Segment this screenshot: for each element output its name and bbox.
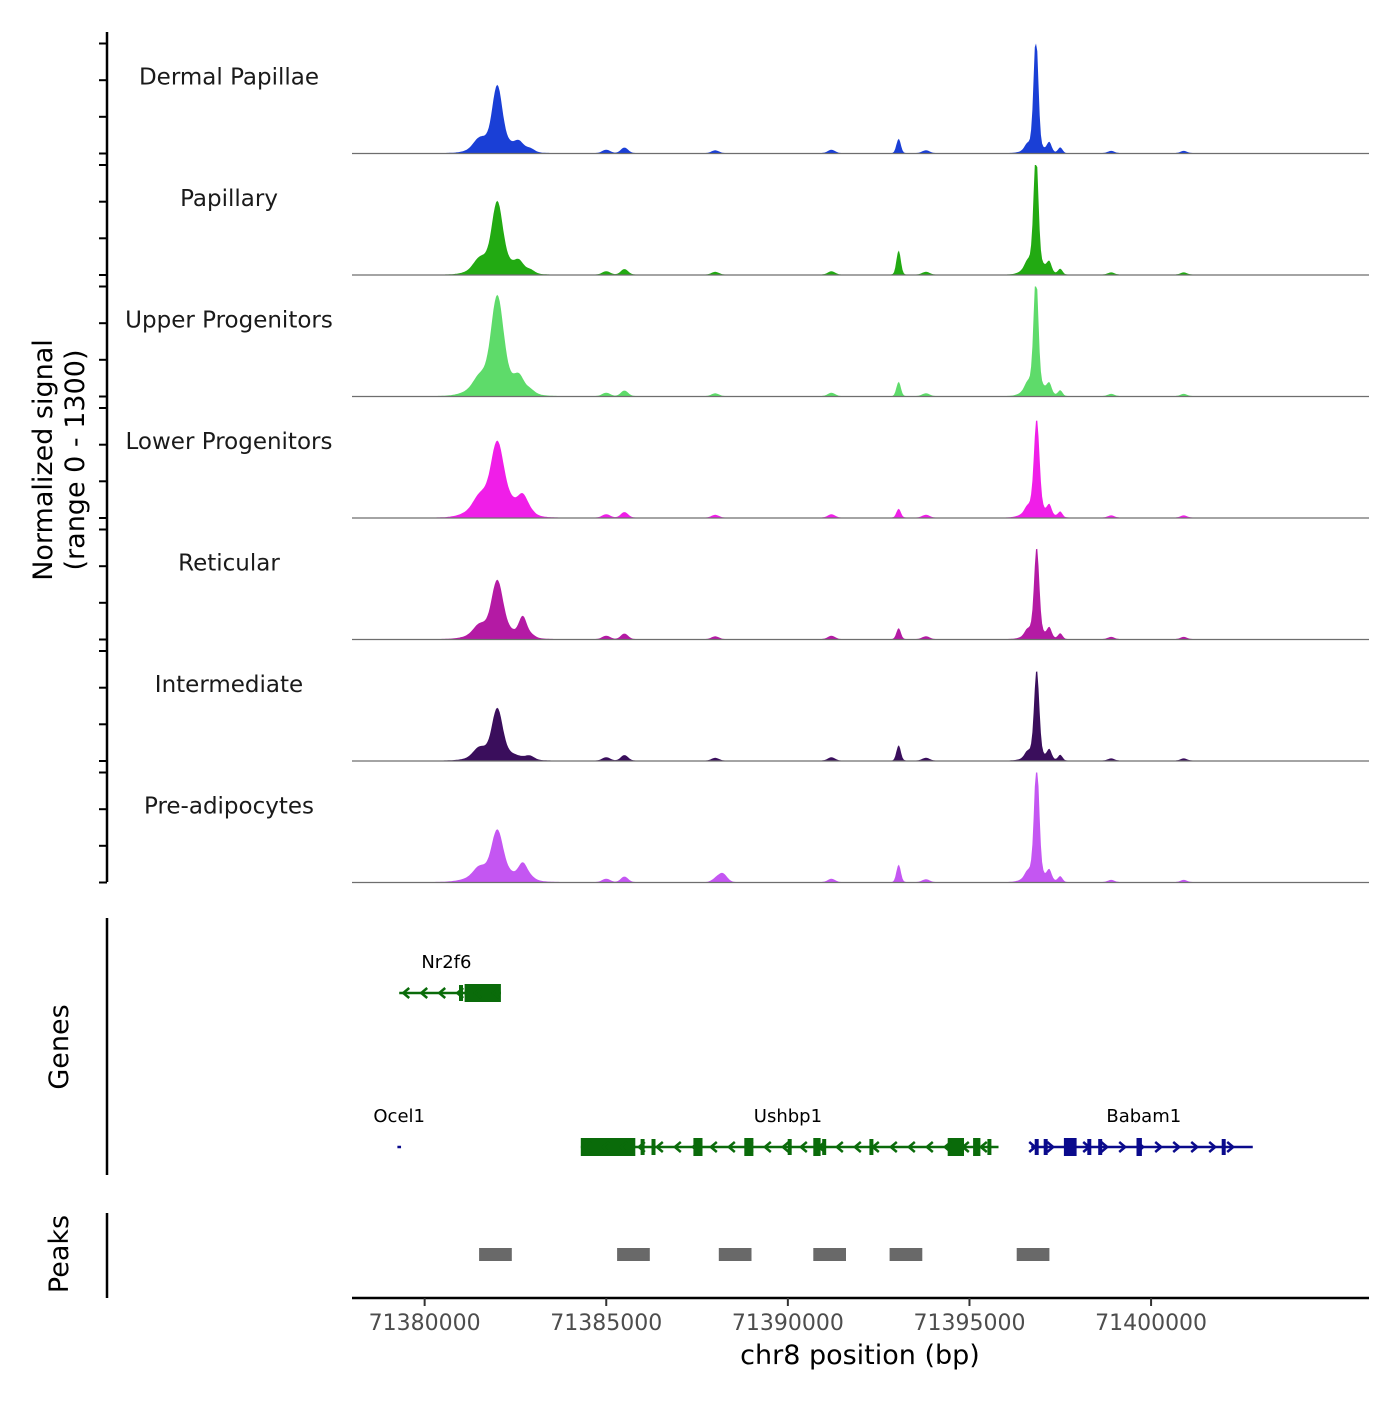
x-axis-label: chr8 position (bp) (740, 1340, 980, 1371)
strand-arrow-Babam1 (1028, 1141, 1038, 1153)
strand-arrow-Ushbp1 (726, 1141, 736, 1153)
strand-arrow-Ushbp1 (888, 1141, 898, 1153)
peak-region-5 (889, 1248, 923, 1261)
strand-arrow-Babam1 (1154, 1141, 1164, 1153)
peak-region-1 (479, 1248, 512, 1261)
signal-area-1 (395, 43, 1253, 154)
peak-region-6 (1016, 1248, 1050, 1261)
strand-arrow-Babam1 (1046, 1141, 1056, 1153)
gene-mark-Nr2f6-0 (459, 985, 463, 1001)
x-tick-label-3: 71390000 (732, 1311, 844, 1336)
strand-arrow-Ushbp1 (582, 1141, 592, 1153)
signal-y-axis (99, 32, 109, 884)
strand-arrow-Babam1 (1136, 1141, 1146, 1153)
strand-arrow-Ushbp1 (906, 1141, 916, 1153)
gene-mark-Ushbp1-5 (987, 1139, 992, 1155)
strand-arrow-Babam1 (1118, 1141, 1128, 1153)
strand-arrow-Nr2f6 (455, 987, 465, 999)
strand-arrow-Babam1 (1100, 1141, 1110, 1153)
peaks-track-label: Peaks (44, 1215, 75, 1293)
signal-area-3 (395, 286, 1253, 397)
signal-area-2 (395, 165, 1253, 275)
strand-arrow-Ushbp1 (960, 1141, 970, 1153)
gene-name-Ocel1: Ocel1 (373, 1106, 425, 1127)
gene-name-Babam1: Babam1 (1106, 1106, 1181, 1127)
y-axis-label-line1: Normalized signal (28, 339, 59, 581)
gene-mark-Babam1-3 (1098, 1139, 1103, 1155)
signal-area-6 (395, 671, 1253, 761)
gene-mark-Ushbp1-0 (640, 1139, 645, 1155)
peak-region-2 (617, 1248, 650, 1261)
strand-arrow-Ushbp1 (834, 1141, 844, 1153)
strand-arrow-Ushbp1 (690, 1141, 700, 1153)
gene-exon-Nr2f6-0 (464, 984, 501, 1002)
strand-arrow-Ushbp1 (672, 1141, 682, 1153)
track-label-3: Upper Progenitors (125, 308, 333, 334)
track-label-1: Dermal Papillae (139, 65, 319, 91)
strand-arrow-Ushbp1 (708, 1141, 718, 1153)
x-tick-label-4: 71395000 (913, 1311, 1025, 1336)
genes-track: Nr2f6 Ocel1 Ushbp1 Babam1 (373, 952, 1253, 1156)
peak-region-3 (718, 1248, 752, 1261)
strand-arrow-Ushbp1 (762, 1141, 772, 1153)
gene-exon-Ushbp1-0 (580, 1138, 636, 1156)
strand-arrow-Babam1 (1082, 1141, 1092, 1153)
strand-arrow-Nr2f6 (419, 987, 429, 999)
strand-arrow-Nr2f6 (491, 987, 501, 999)
signal-area-7 (395, 772, 1253, 883)
gene-name-Nr2f6: Nr2f6 (421, 952, 471, 973)
x-axis: 71380000 71385000 71390000 71395000 71400000 (352, 1296, 1369, 1336)
strand-arrow-Ushbp1 (636, 1141, 646, 1153)
track-label-2: Papillary (180, 186, 278, 212)
strand-arrow-Ushbp1 (870, 1141, 880, 1153)
genes-track-label: Genes (44, 1004, 75, 1089)
y-axis-label-line2: (range 0 - 1300) (60, 350, 91, 571)
strand-arrow-Nr2f6 (401, 987, 411, 999)
gene-exon-Ushbp1-5 (973, 1138, 981, 1156)
track-label-5: Reticular (178, 551, 280, 577)
strand-arrow-Babam1 (1172, 1141, 1182, 1153)
gene-mark-Ushbp1-3 (822, 1139, 827, 1155)
track-label-6: Intermediate (155, 672, 303, 698)
strand-arrow-Ushbp1 (780, 1141, 790, 1153)
x-tick-label-2: 71385000 (550, 1311, 662, 1336)
strand-arrow-Ushbp1 (816, 1141, 826, 1153)
track-label-7: Pre-adipocytes (144, 794, 314, 820)
peak-region-4 (813, 1248, 846, 1261)
x-tick-label-1: 71380000 (369, 1311, 481, 1336)
strand-arrow-Ushbp1 (798, 1141, 808, 1153)
signal-area-5 (395, 548, 1253, 640)
gene-mark-Babam1-1 (1043, 1139, 1048, 1155)
signal-tracks (352, 43, 1369, 884)
gene-exon-Babam1-1 (1136, 1138, 1142, 1156)
strand-arrow-Ushbp1 (942, 1141, 952, 1153)
strand-arrow-Ushbp1 (618, 1141, 628, 1153)
strand-arrow-Ushbp1 (852, 1141, 862, 1153)
strand-arrow-Ushbp1 (654, 1141, 664, 1153)
track-labels: Dermal Papillae Papillary Upper Progenitor… (125, 65, 333, 820)
track-label-4: Lower Progenitors (126, 429, 333, 455)
gene-exon-Ushbp1-1 (693, 1138, 703, 1156)
gene-mark-Babam1-4 (1221, 1139, 1226, 1155)
gene-mark-Ushbp1-2 (787, 1139, 792, 1155)
signal-area-4 (395, 420, 1253, 518)
strand-arrow-Babam1 (1208, 1141, 1218, 1153)
strand-arrow-Babam1 (1064, 1141, 1074, 1153)
strand-arrow-Ushbp1 (600, 1141, 610, 1153)
peaks-track (479, 1248, 1050, 1261)
strand-arrow-Babam1 (1226, 1141, 1236, 1153)
strand-arrow-Ushbp1 (924, 1141, 934, 1153)
strand-arrow-Nr2f6 (437, 987, 447, 999)
gene-exon-Ushbp1-2 (744, 1138, 754, 1156)
strand-arrow-Nr2f6 (473, 987, 483, 999)
strand-arrow-Ushbp1 (744, 1141, 754, 1153)
gene-name-Ushbp1: Ushbp1 (754, 1106, 822, 1127)
strand-arrow-Babam1 (1190, 1141, 1200, 1153)
gene-mark-Ushbp1-1 (651, 1139, 656, 1155)
x-tick-label-5: 71400000 (1095, 1311, 1207, 1336)
gene-exon-Ushbp1-4 (947, 1138, 964, 1156)
strand-arrow-Ushbp1 (978, 1141, 988, 1153)
